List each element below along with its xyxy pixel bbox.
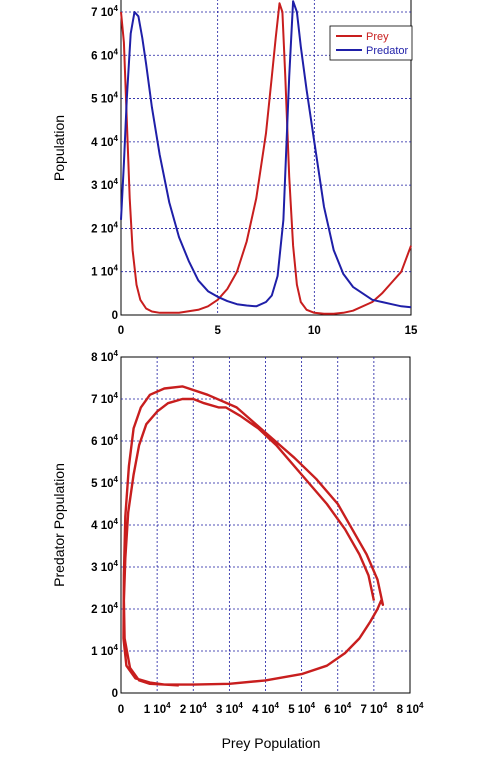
y-tick-label: 7 104 — [91, 391, 118, 406]
x-tick-label: 15 — [405, 325, 418, 337]
x-tick-label: 1 104 — [144, 701, 171, 716]
y-tick-label: 2 104 — [91, 601, 118, 616]
y-tick-label: 0 — [112, 310, 118, 322]
y-tick-label: 7 104 — [91, 4, 118, 19]
y-tick-label: 6 104 — [91, 433, 118, 448]
y-axis-label: Population — [51, 115, 67, 181]
x-tick-label: 7 104 — [360, 701, 387, 716]
x-tick-label: 5 104 — [288, 701, 315, 716]
x-tick-label: 0 — [118, 704, 124, 716]
x-tick-labels: 0 1 104 2 104 3 104 4 104 5 104 6 104 7 104 8 10… — [118, 701, 424, 716]
x-tick-label: 4 104 — [252, 701, 279, 716]
x-tick-label: 2 104 — [180, 701, 207, 716]
predator-series-line — [120, 0, 412, 309]
y-tick-label: 3 104 — [91, 559, 118, 574]
x-axis-label: Prey Population — [222, 735, 321, 751]
y-tick-label: 8 104 — [91, 349, 118, 364]
phase-trajectory-line — [122, 385, 385, 687]
series-group — [120, 0, 412, 315]
y-tick-label: 4 104 — [91, 517, 118, 532]
legend-prey-label: Prey — [366, 31, 389, 43]
y-tick-labels: 0 1 104 2 104 3 104 4 104 5 104 6 104 7 104 — [91, 4, 118, 322]
y-tick-labels: 0 1 104 2 104 3 104 4 104 5 104 6 104 7 104 8 10… — [91, 349, 118, 700]
x-tick-labels: 0 5 10 15 — [118, 325, 418, 337]
series-group — [122, 385, 385, 687]
y-tick-label: 2 104 — [91, 220, 118, 235]
y-tick-label: 1 104 — [91, 264, 118, 279]
legend-predator-label: Predator — [366, 45, 409, 57]
x-tick-label: 10 — [308, 325, 321, 337]
x-tick-label: 5 — [214, 325, 221, 337]
x-tick-label: 0 — [118, 325, 124, 337]
x-tick-label: 6 104 — [324, 701, 351, 716]
x-tick-label: 8 104 — [397, 701, 424, 716]
y-tick-label: 0 — [112, 688, 118, 700]
y-tick-label: 6 104 — [91, 47, 118, 62]
legend: Prey Predator — [329, 25, 413, 61]
y-tick-label: 4 104 — [91, 134, 118, 149]
legend-box — [329, 25, 413, 61]
grid — [121, 357, 410, 693]
prey-series-line — [120, 2, 412, 315]
y-tick-label: 1 104 — [91, 643, 118, 658]
x-tick-label: 3 104 — [216, 701, 243, 716]
y-tick-label: 5 104 — [91, 475, 118, 490]
y-tick-label: 5 104 — [91, 91, 118, 106]
phase-portrait-chart: 0 1 104 2 104 3 104 4 104 5 104 6 104 7 104 8 10… — [51, 349, 424, 751]
y-axis-label: Predator Population — [51, 463, 67, 587]
time-series-chart: 0 1 104 2 104 3 104 4 104 5 104 6 104 7 104 0 5 1… — [51, 0, 418, 337]
y-tick-label: 3 104 — [91, 177, 118, 192]
